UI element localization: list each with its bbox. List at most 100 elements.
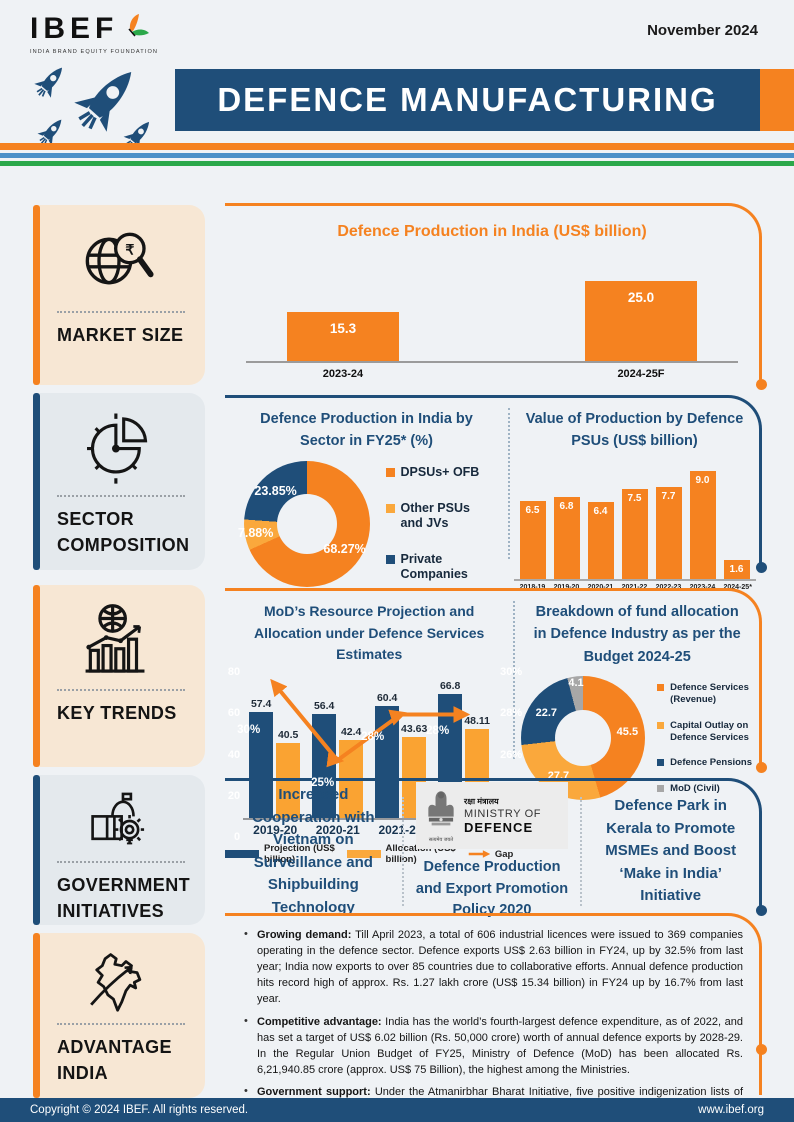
sidebar-card-advantage-india: ADVANTAGE INDIA — [33, 933, 205, 1098]
divider — [57, 689, 185, 691]
axis-label: 2020-21 — [315, 823, 360, 838]
market-chart-categories: 2023-24 2024-25F — [246, 368, 737, 380]
bar-value-label: 43.63 — [401, 723, 428, 736]
website-link[interactable]: www.ibef.org — [698, 1104, 764, 1116]
chart-title-mod: MoD’s Resource Projection and Allocation… — [254, 603, 485, 663]
bar-value-label: 60.4 — [376, 692, 398, 705]
accent-bar — [33, 585, 40, 767]
sector-donut-legend: DPSUs+ OFB Other PSUs and JVs Private Comp… — [385, 464, 490, 583]
axis-label: 2023-24 — [689, 583, 716, 591]
axis-label: 2024-25* — [723, 583, 752, 591]
psu-chart-subpanel: Value of Production by Defence PSUs (US$… — [510, 398, 759, 591]
sidebar-card-sector-composition: SECTOR COMPOSITION — [33, 393, 205, 570]
axis-label: 2018-19 — [519, 583, 546, 591]
donut-hole — [276, 493, 337, 554]
divider — [57, 861, 185, 863]
ashoka-emblem-icon — [428, 791, 454, 826]
emblem-motto: सत्यमेव जयते — [428, 837, 454, 844]
bar-2020-21: 6.4 — [587, 501, 614, 579]
svg-text:₹: ₹ — [125, 242, 134, 258]
legend-item: Capital Outlay on Defence Services — [657, 720, 753, 745]
axis-label: 2021-22 — [621, 583, 648, 591]
slice-label-4.1: 4.1 — [568, 677, 584, 690]
initiative-policy: सत्यमेव जयते रक्षा मंत्रालय MINISTRY OF … — [404, 782, 581, 918]
bar-value-label: 6.8 — [559, 500, 574, 512]
panel-end-dot — [756, 905, 767, 916]
legend-swatch — [657, 721, 665, 729]
sidebar-card-market-size: ₹ MARKET SIZE — [33, 205, 205, 385]
sector-composition-icon — [87, 413, 148, 484]
divider — [57, 311, 185, 313]
legend-label: DPSUs+ OFB — [400, 464, 480, 479]
left-axis-tick: 40 — [227, 748, 241, 761]
bar-value-label: 7.7 — [661, 490, 676, 502]
initiative-kerala-text: Defence Park in Kerala to Promote MSMEs … — [605, 797, 737, 905]
government-initiatives-icon — [91, 792, 145, 845]
legend-item: Defence Pensions — [657, 757, 753, 769]
legend-item: Defence Services (Revenue) — [657, 682, 753, 707]
accent-bar — [33, 775, 40, 925]
axis-label: 2021-22 — [378, 823, 423, 838]
market-size-icon: ₹ — [85, 232, 154, 285]
issue-date: November 2024 — [647, 22, 758, 39]
legend-item: Private Companies — [385, 552, 490, 583]
left-axis-tick: 0 — [234, 831, 241, 844]
bar-2021-22: 7.5 — [621, 488, 648, 579]
bar-value-label: 6.5 — [525, 504, 540, 516]
accent-bar — [33, 393, 40, 570]
donut-hole — [555, 710, 612, 767]
axis-label: 2019-20 — [253, 823, 298, 838]
budget-donut-legend: Defence Services (Revenue) Capital Outlay… — [657, 682, 753, 795]
bar-value-label: 40.5 — [277, 729, 299, 742]
bar-value-label: 56.4 — [313, 700, 335, 713]
axis-label: 2024-25F — [617, 367, 665, 380]
sector-donut-subpanel: Defence Production in India by Sector in… — [225, 398, 508, 587]
bar-value-label: 66.8 — [439, 680, 461, 693]
banner-title-bar: DEFENCE MANUFACTURING — [175, 69, 760, 131]
divider — [57, 1023, 185, 1025]
section-label-market-size: MARKET SIZE — [57, 325, 184, 345]
emblem-hindi-text: रक्षा मंत्रालय — [464, 797, 499, 807]
copyright-text: Copyright © 2024 IBEF. All rights reserv… — [30, 1104, 249, 1116]
gap-label: 25% — [311, 777, 335, 790]
legend-swatch — [385, 467, 395, 477]
legend-item: MoD (Civil) — [657, 783, 753, 795]
slice-label-22.7: 22.7 — [535, 707, 558, 720]
bar-2019-20: 6.8 — [553, 496, 580, 579]
bar-value-label: 9.0 — [695, 474, 710, 486]
footer-bar: Copyright © 2024 IBEF. All rights reserv… — [0, 1098, 794, 1122]
bar-value-label: 57.4 — [250, 698, 272, 711]
market-size-panel: Defence Production in India (US$ billion… — [225, 203, 767, 390]
panel-end-dot — [756, 379, 767, 390]
gap-label: 30% — [237, 724, 261, 737]
bar-2023-24: 15.3 — [286, 311, 399, 361]
section-label-government-initiatives: GOVERNMENT INITIATIVES — [57, 875, 191, 921]
legend-label-projection: Projection (US$ billion) — [264, 843, 335, 866]
accent-bar — [33, 205, 40, 385]
advantage-india-icon — [90, 953, 142, 1012]
legend-swatch-allocation — [346, 850, 381, 859]
rockets-illustration — [29, 55, 158, 155]
bar-2023-24: 9.0 — [689, 470, 716, 579]
tricolor-stripes — [0, 143, 794, 166]
ibef-logo-bird-icon — [128, 14, 150, 37]
legend-swatch — [385, 554, 395, 564]
section-label-sector-composition: SECTOR COMPOSITION — [57, 509, 190, 555]
axis-label: 2023-24 — [322, 367, 364, 380]
slice-label-45.5: 45.5 — [616, 726, 639, 739]
ministry-of-defence-emblem: सत्यमेव जयते रक्षा मंत्रालय MINISTRY OF … — [416, 782, 568, 850]
emblem-defence: DEFENCE — [464, 820, 534, 836]
bar-value-label: 15.3 — [329, 320, 357, 336]
legend-item: Other PSUs and JVs — [385, 500, 490, 532]
gap-label: 28% — [361, 730, 385, 743]
legend-swatch — [385, 503, 395, 513]
advantage-india-panel: Growing demand: Till April 2023, a total… — [225, 913, 767, 1122]
legend-label: Other PSUs and JVs — [400, 500, 470, 531]
key-trends-panel: MoD’s Resource Projection and Allocation… — [225, 588, 767, 865]
right-axis-tick: 30% — [500, 666, 523, 679]
government-initiatives-panel: Increased Cooperation with Vietnam on Su… — [225, 778, 767, 918]
axis-label: 2020-21 — [587, 583, 614, 591]
bullet-competitive-advantage: Competitive advantage: India has the wor… — [244, 1014, 743, 1079]
axis-label: 2019-20 — [553, 583, 580, 591]
